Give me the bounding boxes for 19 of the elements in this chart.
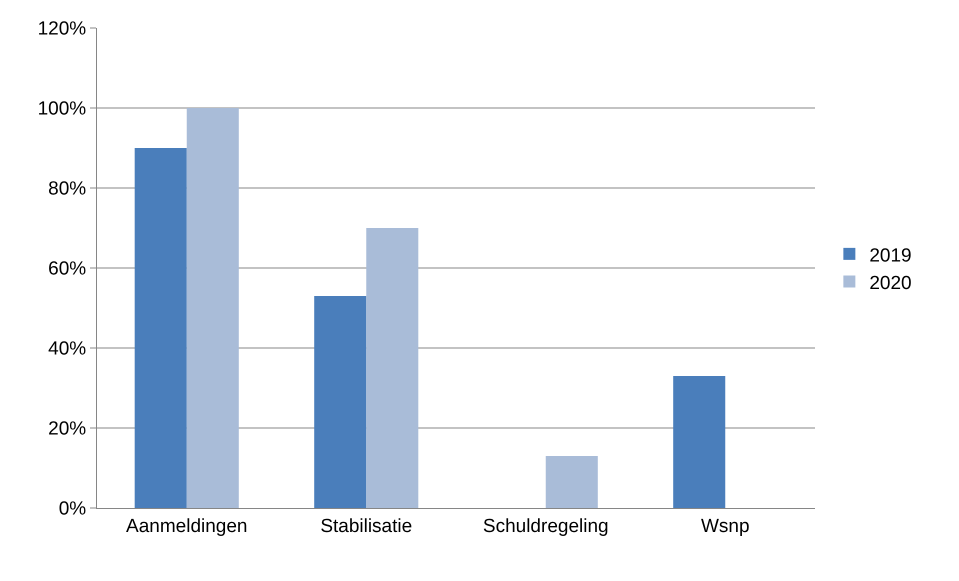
bar (366, 228, 418, 508)
y-tick-label: 60% (48, 258, 86, 280)
bar (186, 108, 239, 508)
legend-label: 2020 (869, 272, 912, 294)
y-tick-label: 100% (38, 98, 86, 120)
x-tick-label: Stabilisatie (320, 516, 412, 537)
x-tick-label: Schuldregeling (482, 516, 609, 537)
x-tick-label: Wsnp (700, 516, 750, 537)
bar (134, 148, 187, 508)
bar (673, 376, 726, 508)
y-tick-label: 40% (48, 338, 86, 360)
bar (314, 296, 366, 508)
y-tick-label: 20% (48, 418, 86, 440)
x-tick-label: Aanmeldingen (126, 516, 248, 537)
bar (546, 456, 598, 508)
legend-label: 2019 (869, 245, 912, 266)
y-tick-label: 80% (48, 178, 86, 200)
y-tick-label: 0% (58, 498, 86, 520)
y-tick-label: 120% (38, 18, 86, 40)
